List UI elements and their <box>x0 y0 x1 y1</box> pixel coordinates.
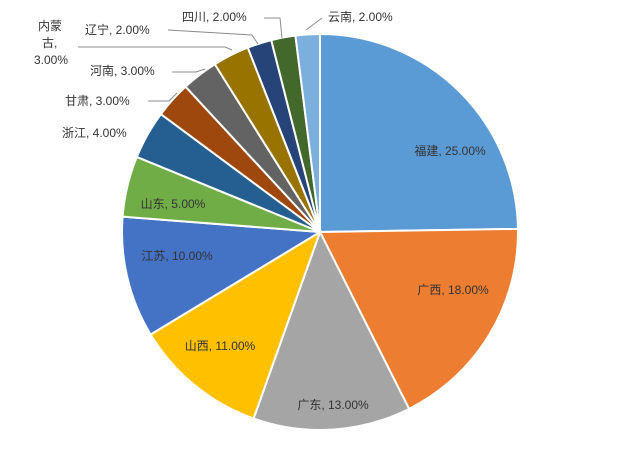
labels-layer: 福建, 25.00% 广西, 18.00% 广东, 13.00% 山西, 11.00%… <box>34 9 489 412</box>
slice-label-浙江: 浙江, 4.00% <box>62 126 127 140</box>
pie-slice-广东 <box>252 229 411 431</box>
slice-label-云南: 云南, 2.00% <box>328 9 393 24</box>
slice-label-广东: 广东, 13.00% <box>297 398 369 412</box>
slice-label-山东: 山东, 5.00% <box>141 197 206 211</box>
slice-label-甘肃: 甘肃, 3.00% <box>65 94 130 108</box>
slice-label-四川: 四川, 2.00% <box>182 10 247 24</box>
slice-label-河南: 河南, 3.00% <box>90 63 155 78</box>
pie-slice-广西 <box>318 227 519 411</box>
slice-label-福建: 福建, 25.00% <box>414 143 486 158</box>
leader-line-内蒙古 <box>78 46 233 51</box>
pie-slice-山西 <box>149 229 322 420</box>
pie-slice-福建 <box>319 32 519 234</box>
leader-line-四川 <box>264 17 283 39</box>
leader-line-河南 <box>172 68 206 73</box>
leader-line-甘肃 <box>148 92 178 102</box>
slice-label-江苏: 江苏, 10.00% <box>141 249 213 263</box>
leader-line-辽宁 <box>167 29 259 45</box>
leader-lines-layer <box>78 17 323 102</box>
slices-layer <box>121 32 519 431</box>
pie-slice-云南 <box>294 32 321 233</box>
leader-line-云南 <box>305 17 323 31</box>
slice-label-广西: 广西, 18.00% <box>417 283 489 297</box>
slice-label-山西: 山西, 11.00% <box>185 339 256 353</box>
slice-label-辽宁: 辽宁, 2.00% <box>85 22 150 37</box>
slice-label-内蒙古: 内蒙古, 3.00% <box>34 19 68 67</box>
pie-slice-江苏 <box>121 215 324 336</box>
